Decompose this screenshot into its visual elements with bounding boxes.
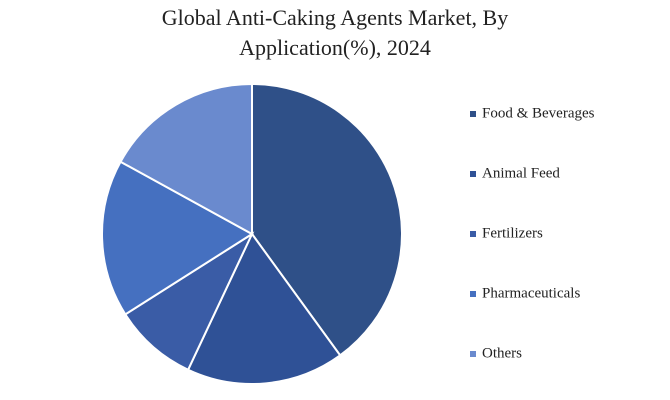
pie-slice <box>119 82 253 236</box>
legend-label: Animal Feed <box>482 165 560 181</box>
pie-slice <box>123 231 255 372</box>
legend-marker <box>470 351 476 357</box>
pie-slice <box>251 82 403 357</box>
legend-label: Pharmaceuticals <box>482 285 580 301</box>
pie-slice <box>101 160 254 316</box>
chart-title: Application(%), 2024 <box>239 35 431 60</box>
legend-marker <box>470 111 476 117</box>
chart-title: Global Anti-Caking Agents Market, By <box>162 5 508 30</box>
legend-marker <box>470 171 476 177</box>
legend-label: Food & Beverages <box>482 105 595 121</box>
legend-label: Others <box>482 345 522 361</box>
legend-marker <box>470 231 476 237</box>
pie-slice <box>186 232 342 385</box>
legend-marker <box>470 291 476 297</box>
legend-label: Fertilizers <box>482 225 543 241</box>
